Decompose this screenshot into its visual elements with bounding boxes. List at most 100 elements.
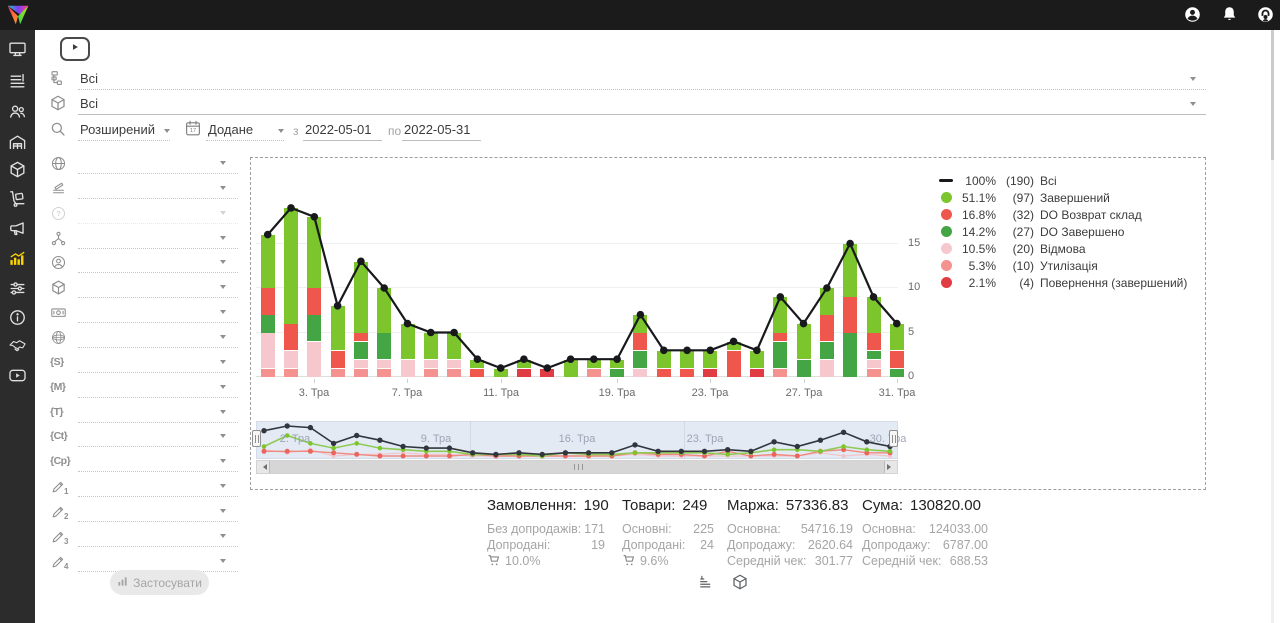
filter-website-select[interactable] [78, 328, 238, 348]
sidebar-item-automation[interactable] [8, 279, 27, 298]
footer-products-breakdown[interactable] [731, 573, 749, 591]
bar-segment [843, 297, 858, 333]
bar-segment [796, 324, 811, 360]
sidebar-item-info[interactable] [8, 308, 27, 327]
statuses-select[interactable]: Всі [78, 68, 1206, 90]
legend-item[interactable]: 2.1% (4) Повернення (завершений) [938, 274, 1187, 291]
bar-segment [656, 350, 671, 369]
sidebar-item-orders[interactable] [8, 71, 27, 90]
filter-source-select[interactable] [78, 179, 238, 199]
sidebar-item-supply[interactable] [8, 189, 27, 208]
stat-title-label: Товари: [622, 497, 676, 514]
bar-segment [470, 368, 485, 377]
filter-payment-select[interactable] [78, 303, 238, 324]
bar-segment [843, 332, 858, 377]
stat-title-label: Замовлення: [487, 497, 577, 514]
search-mode-select[interactable]: Розширений [78, 119, 170, 141]
stat-row-label: Основна: [727, 522, 781, 536]
bar-segment [749, 368, 764, 377]
legend-item[interactable]: 14.2% (27) DO Завершено [938, 223, 1187, 240]
sidebar-item-customers[interactable] [8, 102, 27, 121]
legend-label: DO Возврат склад [1040, 207, 1142, 222]
stat-row-value: 10.0% [505, 554, 541, 568]
video-icon [8, 366, 27, 385]
navigator-left-handle[interactable] [252, 430, 261, 447]
sidebar-item-tutorials[interactable] [8, 366, 27, 385]
chart-navigator[interactable]: 2. Тра 9. Тра 16. Тра 23. Тра 30. Тра [256, 421, 906, 459]
bar-segment [353, 341, 368, 360]
filter-utm-content-select[interactable] [78, 427, 238, 448]
legend-item[interactable]: 16.8% (32) DO Возврат склад [938, 206, 1187, 223]
sidebar-item-statistics[interactable] [8, 249, 27, 268]
app-logo[interactable] [5, 2, 31, 28]
scroll-left-arrow[interactable] [260, 464, 267, 470]
chevron-down-icon [220, 185, 226, 193]
page-scrollbar-thumb[interactable] [1271, 30, 1274, 160]
apply-button[interactable]: Застосувати [110, 570, 209, 595]
legend-label: Повернення (завершений) [1040, 275, 1188, 290]
legend-item[interactable]: 10.5% (20) Відмова [938, 240, 1187, 257]
utm-source-icon: {S} [50, 355, 64, 368]
navigator-date-label: 9. Тра [420, 433, 452, 445]
filter-manager-select[interactable] [78, 253, 238, 274]
bar-segment [400, 324, 415, 360]
sidebar-item-partners[interactable] [8, 336, 27, 355]
date-field-select[interactable]: Додане [206, 119, 284, 141]
legend-item[interactable]: 100% (190) Всі [938, 172, 1187, 189]
video-hint-button[interactable] [60, 37, 90, 61]
navigator-date-label: 2. Тра [279, 433, 311, 445]
products-select[interactable]: Всі [78, 93, 1206, 115]
stat-title: Товари: 249 [622, 497, 714, 514]
navigator-gridline [470, 421, 471, 459]
stat-row-value: 6787.00 [942, 538, 988, 552]
sidebar-item-warehouse[interactable] [8, 133, 27, 152]
chart-legend: 100% (190) Всі 51.1% (97) Завершений 16.8% (32)… [938, 172, 1187, 291]
filter-utm-campaign-select[interactable] [78, 452, 238, 473]
navigator-right-handle[interactable] [889, 430, 898, 447]
bar-segment [633, 350, 648, 369]
y-axis-label: 5 [908, 325, 915, 338]
filter-row-note-2: 2 [48, 502, 240, 526]
scroll-right-arrow[interactable] [887, 464, 894, 470]
page-scrollbar-track[interactable] [1271, 30, 1274, 623]
sidebar-item-products[interactable] [8, 160, 27, 179]
bar-segment [819, 341, 834, 360]
filter-note-3-select[interactable] [78, 527, 238, 547]
date-to-input[interactable]: 2022-05-31 [402, 119, 481, 141]
x-tick-mark [314, 379, 315, 383]
bar-segment [284, 368, 298, 377]
filter-country-select[interactable] [78, 154, 238, 174]
filter-utm-source-select[interactable] [78, 353, 238, 373]
bar-segment [330, 350, 345, 369]
bar-segment [307, 315, 322, 342]
legend-item[interactable]: 5.3% (10) Утилізація [938, 257, 1187, 274]
filter-utm-term-select[interactable] [78, 403, 238, 423]
filter-note-4-select[interactable] [78, 552, 238, 572]
filter-funnel-select[interactable] [78, 229, 238, 249]
stat-title-value: 249 [682, 497, 708, 514]
legend-dot-swatch [938, 260, 954, 271]
date-from-input[interactable]: 2022-05-01 [303, 119, 382, 141]
legend-percent: 16.8% [961, 207, 996, 222]
package-icon [8, 160, 27, 179]
footer-orders-breakdown[interactable] [697, 573, 715, 591]
filter-note-1-select[interactable] [78, 477, 238, 498]
stat-row-label: Допродані: [487, 538, 551, 552]
scrollbar-thumb[interactable] [269, 461, 885, 473]
header-support[interactable] [1256, 5, 1275, 24]
bar-segment [680, 368, 695, 377]
header-notifications[interactable] [1220, 5, 1239, 24]
x-axis-label: 23. Тра [691, 387, 729, 399]
bar-segment [866, 297, 881, 333]
navigator-scrollbar[interactable] [256, 460, 898, 474]
filter-note-2-select[interactable] [78, 502, 238, 522]
legend-item[interactable]: 51.1% (97) Завершений [938, 189, 1187, 206]
filter-product-select[interactable] [78, 278, 238, 299]
date-field-value: Додане [208, 122, 254, 137]
stat-row-label: Середній чек: [862, 554, 942, 568]
sidebar-item-marketing[interactable] [8, 219, 27, 238]
header-user-menu[interactable] [1183, 5, 1202, 24]
filter-utm-medium-select[interactable] [78, 378, 238, 398]
pencil-icon: 4 [50, 553, 68, 571]
sidebar-item-dashboard[interactable] [8, 40, 27, 59]
